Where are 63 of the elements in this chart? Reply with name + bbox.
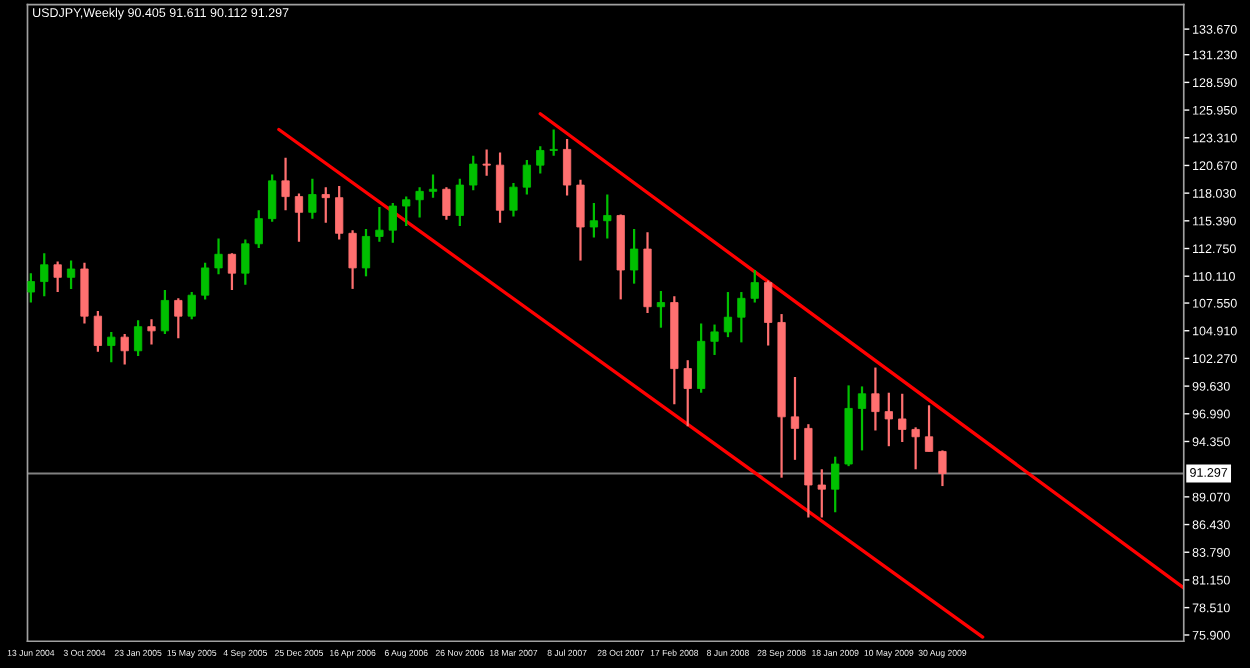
candlestick (710, 323, 719, 357)
candlestick (589, 201, 598, 239)
candlestick (93, 309, 102, 353)
candlestick (335, 185, 344, 241)
candlestick (562, 137, 572, 197)
candlestick (683, 359, 692, 428)
candlestick (147, 318, 156, 346)
candlestick (549, 128, 558, 157)
candlestick (737, 290, 746, 344)
candlestick (428, 173, 438, 199)
candlestick (66, 259, 76, 290)
candlestick (603, 193, 612, 240)
candlestick (898, 392, 907, 444)
candlestick (40, 252, 49, 298)
candlestick (415, 186, 424, 219)
candlestick (348, 229, 357, 290)
candlestick (402, 195, 411, 228)
candlestick (884, 391, 893, 448)
candlestick (187, 290, 196, 321)
candlestick (790, 375, 800, 461)
candlestick (27, 272, 35, 304)
candlestick (831, 455, 840, 514)
candlestick (160, 288, 170, 336)
candlestick (750, 268, 759, 304)
candlestick (630, 228, 639, 285)
candlestick (361, 228, 371, 278)
candlestick (576, 178, 585, 262)
candlestick (227, 252, 237, 292)
candlestick (455, 177, 464, 228)
candlestick (509, 181, 518, 218)
candlestick (80, 261, 89, 325)
candlestick (294, 192, 304, 243)
candlestick (281, 156, 290, 212)
candlestick (723, 290, 733, 339)
candlestick (375, 205, 384, 243)
candlestick (388, 201, 397, 244)
candlestick (871, 366, 880, 432)
candlestick (697, 322, 706, 394)
candlestick (857, 385, 867, 452)
candlestick (107, 330, 116, 364)
candlestick (495, 151, 505, 224)
candlestick (817, 468, 826, 519)
candlestick (656, 289, 666, 329)
candlestick (268, 173, 277, 223)
candlestick (53, 260, 62, 294)
candlestick (174, 297, 183, 340)
candlestick (536, 145, 545, 175)
candlestick (201, 261, 210, 301)
candlestick (308, 177, 317, 220)
candlestick (214, 237, 223, 276)
candlestick (764, 279, 773, 347)
candlestick (911, 426, 920, 471)
candlestick (482, 148, 491, 177)
candlestick (522, 158, 531, 196)
candlestick (442, 186, 451, 221)
candlestick (241, 238, 250, 286)
candlestick (938, 449, 947, 488)
candlestick (133, 319, 143, 358)
candlestick (254, 209, 263, 250)
candlestick (924, 404, 934, 453)
candlestick (120, 332, 129, 366)
candlestick (469, 154, 478, 192)
candlestick (321, 186, 330, 224)
